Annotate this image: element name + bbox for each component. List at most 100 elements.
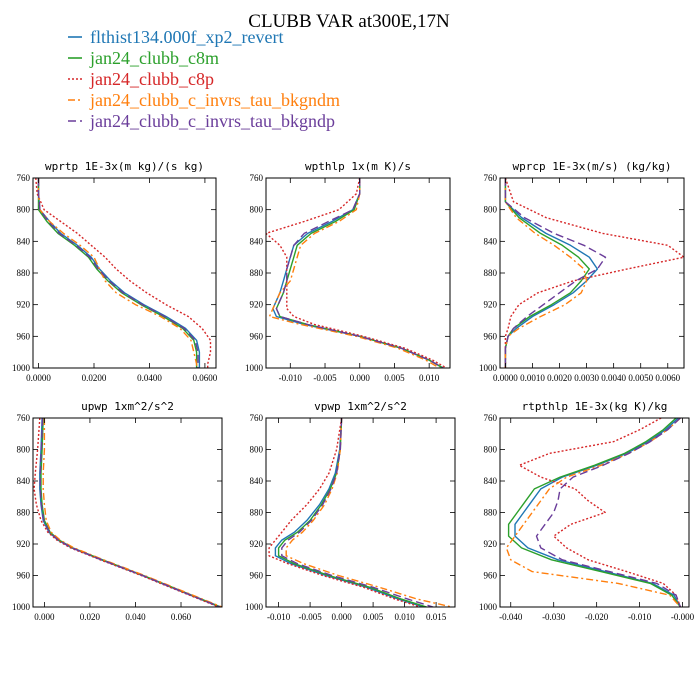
series-line xyxy=(275,178,444,368)
y-tick-label: 1000 xyxy=(12,363,31,373)
y-tick-label: 880 xyxy=(484,268,498,278)
panel-frame xyxy=(265,417,456,608)
y-tick-label: 880 xyxy=(484,508,498,518)
x-tick-label: 0.000 xyxy=(34,612,55,622)
panel-title: wprtp 1E-3x(m kg)/(s kg) xyxy=(45,160,204,173)
series-line xyxy=(42,418,222,607)
y-tick-label: 800 xyxy=(250,205,264,215)
panel-4: upwp 1xm^2/s^2 760 800 840 880 920 960 10000.00… xyxy=(12,400,223,622)
series-line xyxy=(274,418,424,607)
panel-frame xyxy=(265,177,451,369)
y-tick-label: 800 xyxy=(484,445,498,455)
x-tick-label: -0.010 xyxy=(267,612,291,622)
y-tick-label: 760 xyxy=(250,413,264,423)
y-tick-label: 960 xyxy=(17,331,31,341)
y-tick-label: 840 xyxy=(17,236,31,246)
series-line xyxy=(504,178,599,368)
series-line xyxy=(37,178,198,368)
y-tick-label: 1000 xyxy=(479,602,498,612)
y-tick-label: 920 xyxy=(17,539,31,549)
panel-2: wpthlp 1x(m K)/s 760 800 840 880 920 960 1000 -0… xyxy=(245,160,451,383)
series-line xyxy=(281,418,434,607)
panel-3: wprcp 1E-3x(m/s) (kg/kg) 760 800 840 880 920 9… xyxy=(479,160,685,383)
legend-label: jan24_clubb_c8p xyxy=(89,69,214,89)
x-tick-label: 0.010 xyxy=(419,373,440,383)
series-line xyxy=(272,178,444,368)
x-tick-label: 0.0040 xyxy=(601,373,626,383)
x-tick-label: 0.005 xyxy=(363,612,384,622)
y-tick-label: 960 xyxy=(484,571,498,581)
series-line xyxy=(285,418,453,607)
x-tick-label: 0.000 xyxy=(331,612,352,622)
y-tick-label: 760 xyxy=(484,173,498,183)
panel-6: rtpthlp 1E-3x(kg K)/kg 760 800 840 880 920 960… xyxy=(479,400,695,622)
series-line xyxy=(504,178,684,368)
series-line xyxy=(504,178,588,368)
panel-title: wpthlp 1x(m K)/s xyxy=(305,160,411,173)
x-tick-label: 0.0400 xyxy=(137,373,162,383)
legend-label: jan24_clubb_c8m xyxy=(89,48,219,68)
series-line xyxy=(40,418,222,607)
series-line xyxy=(266,178,447,368)
y-tick-label: 840 xyxy=(250,476,264,486)
x-tick-label: -0.020 xyxy=(585,612,609,622)
x-tick-label: -0.030 xyxy=(542,612,566,622)
y-tick-label: 800 xyxy=(250,445,264,455)
y-tick-label: 760 xyxy=(17,413,31,423)
series-line xyxy=(504,178,590,368)
x-tick-label: 0.015 xyxy=(426,612,447,622)
x-tick-label: 0.0050 xyxy=(628,373,653,383)
y-tick-label: 880 xyxy=(250,508,264,518)
x-tick-label: 0.0600 xyxy=(193,373,218,383)
y-tick-label: 920 xyxy=(250,539,264,549)
y-tick-label: 840 xyxy=(250,236,264,246)
y-tick-label: 920 xyxy=(484,539,498,549)
x-tick-label: 0.005 xyxy=(384,373,405,383)
panels: wprtp 1E-3x(m kg)/(s kg) 760 800 840 880 920 9… xyxy=(12,160,695,622)
x-tick-label: 0.0000 xyxy=(26,373,51,383)
panel-frame xyxy=(32,417,223,608)
series-line xyxy=(39,418,221,607)
series-line xyxy=(37,178,201,368)
x-tick-label: 0.000 xyxy=(350,373,371,383)
x-tick-label: 0.0060 xyxy=(655,373,680,383)
series-line xyxy=(514,418,682,607)
series-line xyxy=(518,418,682,607)
x-tick-label: 0.0020 xyxy=(547,373,572,383)
y-tick-label: 800 xyxy=(484,205,498,215)
panel-frame xyxy=(499,177,685,369)
x-tick-label: 0.0000 xyxy=(493,373,518,383)
legend-label: flthist134.000f_xp2_revert xyxy=(90,27,283,47)
y-tick-label: 920 xyxy=(484,300,498,310)
panel-frame xyxy=(32,177,217,369)
x-tick-label: -0.010 xyxy=(279,373,303,383)
y-tick-label: 760 xyxy=(484,413,498,423)
series-line xyxy=(35,178,212,368)
panel-frame xyxy=(499,417,690,608)
x-tick-label: 0.0010 xyxy=(520,373,545,383)
x-tick-label: -0.000 xyxy=(671,612,695,622)
x-tick-label: 0.020 xyxy=(80,612,101,622)
x-tick-label: -0.040 xyxy=(499,612,523,622)
y-tick-label: 760 xyxy=(250,173,264,183)
series-line xyxy=(275,178,444,368)
x-tick-label: 0.0200 xyxy=(82,373,107,383)
panel-1: wprtp 1E-3x(m kg)/(s kg) 760 800 840 880 920 9… xyxy=(12,160,218,383)
series-line xyxy=(33,418,219,607)
y-tick-label: 960 xyxy=(250,571,264,581)
figure-title: CLUBB VAR at300E,17N xyxy=(248,11,450,32)
y-tick-label: 920 xyxy=(250,300,264,310)
panel-title: rtpthlp 1E-3x(kg K)/kg xyxy=(522,400,668,413)
series-line xyxy=(507,418,681,607)
panel-5: vpwp 1xm^2/s^27608008408809209601000-0.0… xyxy=(245,400,456,622)
y-tick-label: 960 xyxy=(250,331,264,341)
y-tick-label: 920 xyxy=(17,300,31,310)
legend-label: jan24_clubb_c_invrs_tau_bkgndp xyxy=(89,111,335,131)
series-line xyxy=(504,178,607,368)
legend: flthist134.000f_xp2_revertjan24_clubb_c8… xyxy=(68,27,340,131)
y-tick-label: 840 xyxy=(484,476,498,486)
series-line xyxy=(268,418,421,607)
series-line xyxy=(37,178,198,368)
y-tick-label: 1000 xyxy=(245,602,264,612)
